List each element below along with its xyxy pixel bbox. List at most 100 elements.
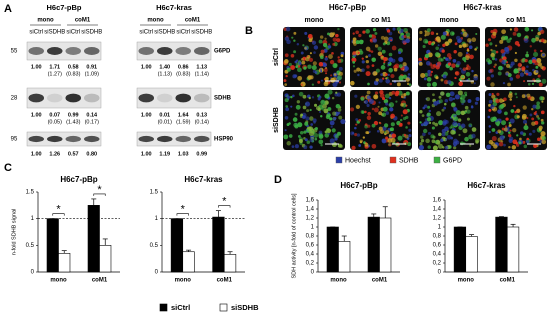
- cell: [311, 83, 314, 86]
- cell: [377, 46, 382, 51]
- quantification: 1.00: [31, 151, 42, 157]
- quantification: 0.14: [86, 112, 98, 118]
- cell: [400, 93, 406, 99]
- cell: [505, 72, 509, 76]
- cell: [378, 101, 381, 104]
- cell: [524, 69, 529, 74]
- cell: [304, 46, 307, 50]
- cell: [363, 99, 369, 105]
- cell: [514, 40, 520, 46]
- cell: [337, 143, 342, 148]
- cell: [516, 108, 521, 113]
- cell: [538, 125, 543, 130]
- y-tick-label: 0,2: [433, 261, 442, 267]
- cell: [432, 145, 438, 151]
- cell: [447, 80, 452, 85]
- y-tick-label: 1,6: [306, 198, 315, 204]
- cell: [488, 99, 493, 104]
- cell: [425, 40, 429, 44]
- cell: [318, 134, 324, 139]
- cell: [296, 100, 301, 104]
- cell: [375, 68, 380, 73]
- cell: [449, 126, 452, 129]
- cell: [332, 32, 336, 36]
- cell: [327, 45, 332, 49]
- cell: [442, 74, 447, 79]
- cell: [508, 136, 514, 142]
- cell: [498, 141, 504, 147]
- x-tick-label: coM1: [92, 278, 108, 284]
- cell: [453, 49, 457, 54]
- cell: [394, 63, 400, 69]
- cell: [522, 105, 527, 110]
- cell: [284, 36, 290, 41]
- cell: [425, 97, 431, 102]
- cell: [532, 68, 535, 72]
- cell: [335, 103, 341, 109]
- cell: [303, 130, 307, 134]
- cell: [308, 96, 311, 100]
- cell: [295, 62, 300, 67]
- cell: [366, 90, 371, 95]
- bar: [87, 205, 100, 273]
- cell: [328, 54, 333, 59]
- cell: [374, 31, 378, 35]
- condition-label: coM1: [185, 18, 201, 24]
- cell: [457, 118, 462, 122]
- cell: [499, 135, 505, 141]
- cell: [425, 138, 430, 144]
- cell: [364, 110, 367, 114]
- cell: [467, 38, 472, 43]
- cell: [488, 130, 491, 134]
- cell: [407, 73, 411, 76]
- cell: [526, 137, 529, 141]
- cell: [495, 44, 498, 47]
- cell: [327, 112, 330, 115]
- cell: [512, 128, 517, 133]
- cell: [366, 95, 371, 100]
- y-tick-label: 1,2: [433, 216, 442, 222]
- cell: [462, 128, 468, 134]
- quantification: 1.64: [178, 112, 190, 118]
- cell: [495, 98, 500, 104]
- cell: [418, 57, 422, 62]
- stain-swatch: [389, 156, 397, 164]
- cell: [337, 27, 340, 31]
- cell: [358, 144, 362, 147]
- cell: [337, 75, 343, 81]
- cell: [445, 92, 451, 98]
- cell: [471, 133, 476, 139]
- bar: [326, 226, 339, 273]
- cell: [376, 129, 380, 133]
- cell: [427, 69, 432, 74]
- cell: [466, 109, 471, 114]
- cell: [297, 134, 301, 138]
- cell: [307, 33, 313, 39]
- cell: [290, 65, 296, 70]
- cell: [523, 144, 528, 149]
- cell: [446, 53, 452, 58]
- cell: [525, 72, 529, 76]
- cell: [441, 108, 445, 112]
- cell: [419, 30, 423, 35]
- cell: [511, 145, 517, 150]
- cell: [531, 108, 534, 111]
- y-tick-label: 0: [438, 270, 442, 276]
- blot-band: [138, 47, 155, 55]
- quantification: 1.00: [141, 151, 152, 157]
- blot-band: [156, 135, 173, 143]
- cell: [501, 29, 507, 35]
- mw-marker: 95: [11, 137, 18, 143]
- cell: [386, 29, 391, 33]
- lane-label: siCtrl: [139, 30, 153, 36]
- cell: [488, 125, 491, 128]
- cell: [451, 63, 456, 68]
- stain-name: SDHB: [399, 157, 419, 164]
- blot-band: [65, 47, 82, 55]
- cell: [526, 116, 529, 120]
- cell: [469, 144, 472, 147]
- quantification: (1.43): [66, 119, 81, 125]
- cell: [424, 30, 427, 33]
- y-tick-label: 0.5: [26, 243, 35, 249]
- cell: [352, 51, 357, 56]
